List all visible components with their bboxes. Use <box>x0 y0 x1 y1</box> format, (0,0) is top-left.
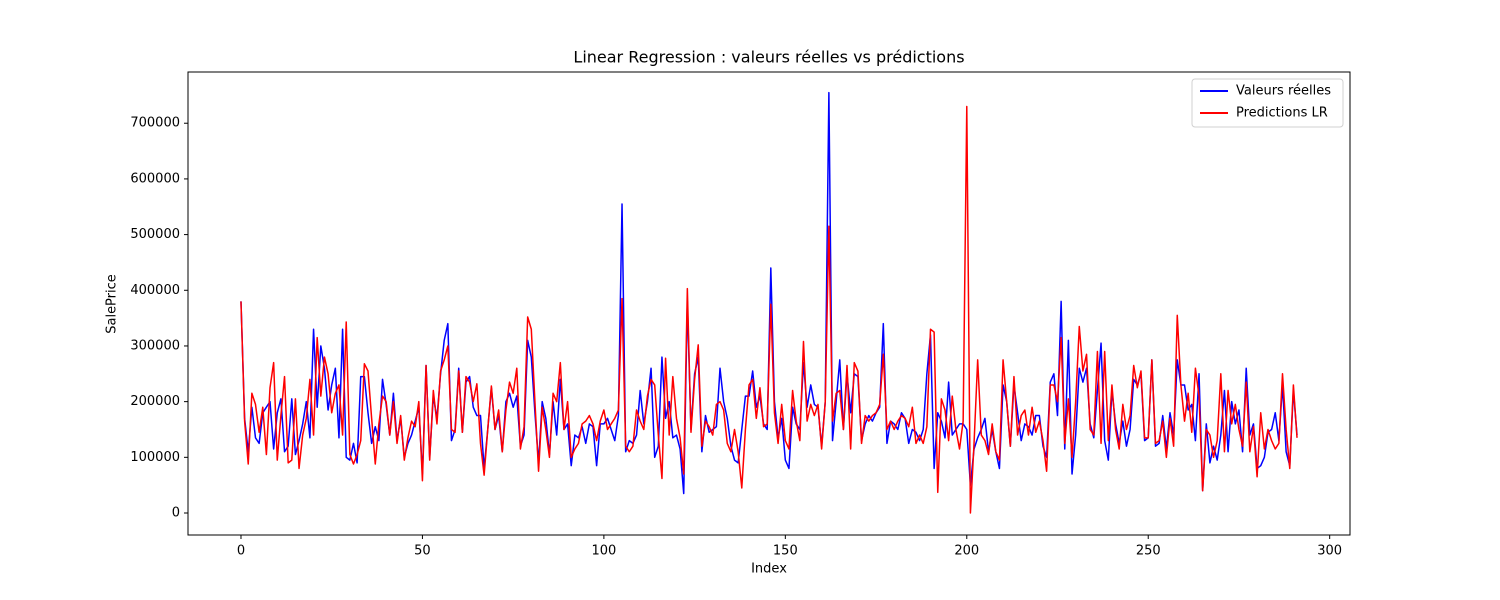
series-line <box>240 105 1298 514</box>
x-tick-label: 0 <box>237 544 245 559</box>
y-tick-label: 200000 <box>130 394 180 409</box>
x-tick-label: 50 <box>414 544 431 559</box>
x-tick-label: 250 <box>1136 544 1161 559</box>
x-axis-label: Index <box>751 562 787 577</box>
x-tick-label: 150 <box>773 544 798 559</box>
y-tick-label: 500000 <box>130 227 180 242</box>
y-tick-label: 700000 <box>130 116 180 131</box>
legend-label: Valeurs réelles <box>1236 84 1331 99</box>
legend-box <box>1191 78 1344 128</box>
chart-title: Linear Regression : valeurs réelles vs p… <box>573 48 964 67</box>
x-tick-label: 300 <box>1317 544 1342 559</box>
y-tick-label: 100000 <box>130 450 180 465</box>
y-tick-label: 400000 <box>130 283 180 298</box>
legend-label: Predictions LR <box>1236 106 1328 121</box>
y-axis-label: SalePrice <box>105 274 120 334</box>
x-tick-label: 100 <box>591 544 616 559</box>
y-tick-label: 300000 <box>130 338 180 353</box>
series-line <box>240 91 1298 495</box>
y-tick-label: 600000 <box>130 171 180 186</box>
y-tick-label: 0 <box>172 506 180 521</box>
x-tick-label: 200 <box>954 544 979 559</box>
plot-frame <box>187 71 1351 536</box>
